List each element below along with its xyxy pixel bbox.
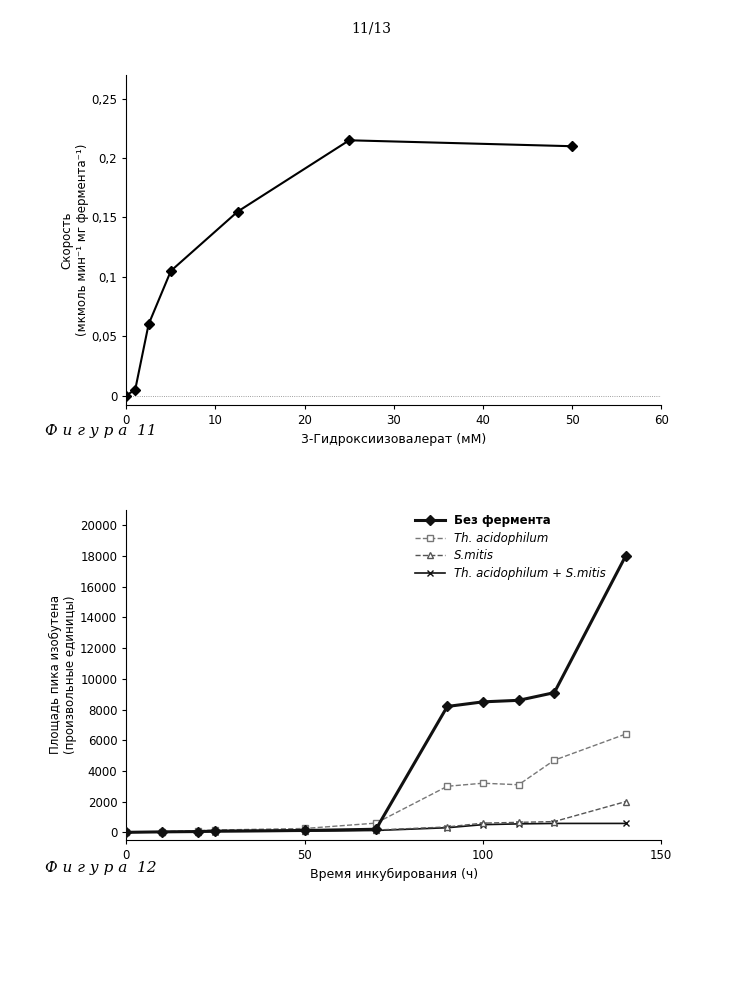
Без фермента (621, 550, 630, 562)
S.mitis (514, 816, 523, 828)
Th. acidophilum + S.mitis (211, 826, 220, 838)
S.mitis (550, 816, 559, 828)
Th. acidophilum + S.mitis (514, 818, 523, 830)
Без фермента (122, 826, 131, 838)
Без фермента (372, 823, 380, 835)
Th. acidophilum + S.mitis (621, 817, 630, 829)
Th. acidophilum + S.mitis (193, 826, 202, 838)
Th. acidophilum (122, 826, 131, 838)
Без фермента (193, 826, 202, 838)
Без фермента (514, 694, 523, 706)
S.mitis (211, 825, 220, 837)
Th. acidophilum + S.mitis (443, 822, 452, 834)
Legend: Без фермента, Th. acidophilum, S.mitis, Th. acidophilum + S.mitis: Без фермента, Th. acidophilum, S.mitis, … (410, 509, 611, 585)
Text: 11/13: 11/13 (351, 22, 392, 36)
S.mitis (300, 825, 309, 837)
Y-axis label: Площадь пика изобутена
(произвольные единицы): Площадь пика изобутена (произвольные еди… (49, 595, 77, 754)
Без фермента (478, 696, 487, 708)
S.mitis (443, 821, 452, 833)
Th. acidophilum (514, 779, 523, 791)
Th. acidophilum (300, 822, 309, 834)
S.mitis (372, 824, 380, 836)
Без фермента (300, 824, 309, 836)
Th. acidophilum (443, 780, 452, 792)
Line: Th. acidophilum: Th. acidophilum (123, 731, 629, 835)
Text: Ф и г у р а  11: Ф и г у р а 11 (45, 424, 156, 438)
Без фермента (158, 826, 166, 838)
Th. acidophilum + S.mitis (372, 824, 380, 836)
S.mitis (122, 826, 131, 838)
Text: Ф и г у р а  12: Ф и г у р а 12 (45, 861, 156, 875)
Th. acidophilum + S.mitis (158, 826, 166, 838)
Th. acidophilum + S.mitis (122, 826, 131, 838)
S.mitis (193, 826, 202, 838)
X-axis label: Время инкубирования (ч): Время инкубирования (ч) (310, 868, 478, 881)
Th. acidophilum (193, 825, 202, 837)
Без фермента (443, 700, 452, 712)
S.mitis (158, 826, 166, 838)
Th. acidophilum (158, 826, 166, 838)
Th. acidophilum (550, 754, 559, 766)
Y-axis label: Скорость
(мкмоль мин⁻¹ мг фермента⁻¹): Скорость (мкмоль мин⁻¹ мг фермента⁻¹) (60, 144, 88, 336)
Без фермента (550, 687, 559, 699)
Без фермента (211, 825, 220, 837)
Th. acidophilum (621, 728, 630, 740)
Th. acidophilum (372, 817, 380, 829)
S.mitis (478, 817, 487, 829)
Line: S.mitis: S.mitis (123, 799, 629, 835)
Th. acidophilum (211, 824, 220, 836)
X-axis label: 3-Гидроксиизовалерат (мМ): 3-Гидроксиизовалерат (мМ) (301, 433, 487, 446)
Th. acidophilum + S.mitis (300, 825, 309, 837)
Line: Th. acidophilum + S.mitis: Th. acidophilum + S.mitis (123, 820, 629, 836)
Th. acidophilum + S.mitis (478, 819, 487, 831)
Line: Без фермента: Без фермента (123, 553, 629, 836)
Th. acidophilum + S.mitis (550, 817, 559, 829)
S.mitis (621, 796, 630, 808)
Th. acidophilum (478, 777, 487, 789)
